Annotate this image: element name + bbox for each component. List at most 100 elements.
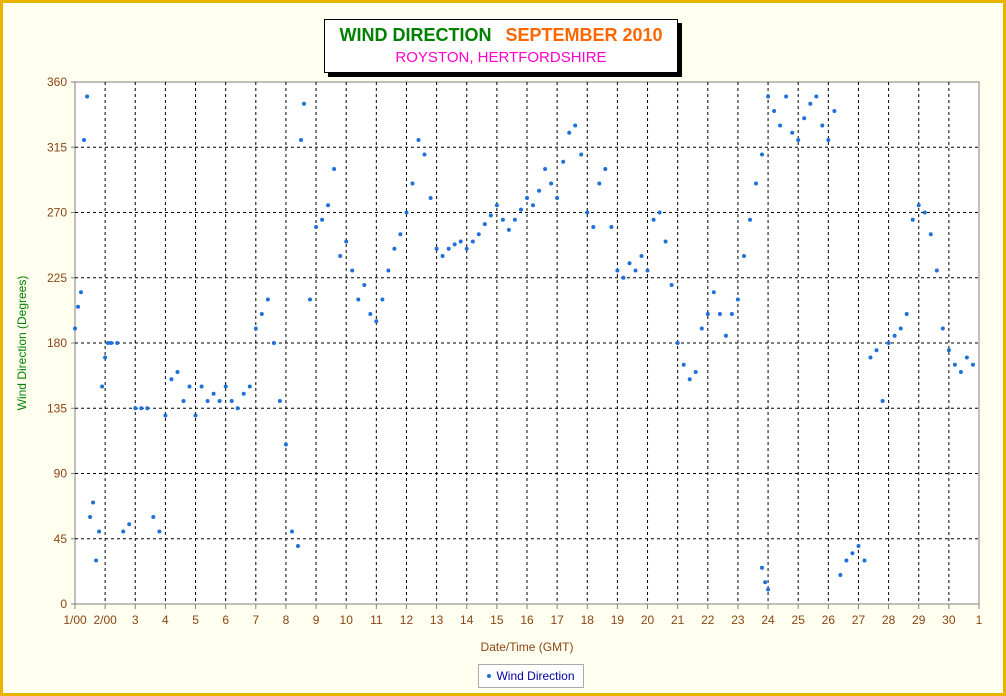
- x-tick-label: 9: [313, 613, 320, 627]
- data-point: [350, 268, 355, 273]
- data-point: [802, 116, 807, 121]
- data-point: [76, 304, 80, 309]
- data-point: [543, 167, 548, 171]
- chart-legend: Wind Direction: [478, 664, 584, 688]
- data-point: [639, 254, 644, 258]
- chart-title-box: WIND DIRECTION SEPTEMBER 2010 ROYSTON, HE…: [324, 19, 678, 73]
- y-tick-label: 90: [54, 467, 68, 481]
- data-point: [82, 138, 86, 142]
- data-point: [211, 391, 216, 396]
- data-point: [591, 225, 596, 229]
- data-point: [609, 225, 614, 229]
- data-point: [344, 239, 349, 244]
- data-point: [874, 348, 879, 353]
- data-point: [277, 399, 282, 403]
- data-point: [446, 246, 451, 251]
- data-point: [910, 217, 915, 222]
- data-point: [778, 123, 783, 128]
- x-tick-label: 25: [792, 613, 806, 627]
- chart-title: WIND DIRECTION: [339, 25, 492, 45]
- data-point: [838, 573, 843, 577]
- data-point: [452, 242, 457, 247]
- data-point: [597, 181, 602, 186]
- data-point: [440, 254, 445, 258]
- data-point: [247, 384, 252, 389]
- data-point: [404, 210, 409, 215]
- data-point: [561, 159, 566, 164]
- data-point: [573, 123, 578, 128]
- data-point: [229, 399, 234, 403]
- data-point: [470, 239, 475, 244]
- data-point: [94, 558, 99, 563]
- data-point: [832, 109, 837, 113]
- data-point: [754, 181, 758, 186]
- data-point: [880, 399, 885, 403]
- data-point: [763, 580, 768, 585]
- data-point: [115, 341, 120, 345]
- chart-title-line: WIND DIRECTION SEPTEMBER 2010: [325, 25, 677, 46]
- y-tick-label: 45: [54, 532, 68, 546]
- legend-label: Wind Direction: [496, 669, 575, 683]
- data-point: [904, 312, 909, 316]
- data-point: [971, 362, 975, 367]
- data-point: [952, 362, 957, 367]
- data-point: [748, 217, 752, 222]
- data-point: [886, 341, 891, 345]
- data-point: [368, 312, 373, 316]
- x-tick-label: 2/00: [93, 613, 117, 627]
- data-point: [808, 101, 813, 106]
- data-point: [844, 558, 849, 563]
- data-point: [579, 152, 584, 157]
- data-point: [157, 529, 162, 534]
- x-tick-label: 18: [581, 613, 595, 627]
- x-tick-label: 17: [550, 613, 564, 627]
- data-point: [735, 297, 740, 302]
- data-point: [567, 130, 572, 135]
- data-point: [549, 181, 554, 186]
- x-tick-label: 28: [882, 613, 896, 627]
- x-tick-label: 21: [671, 613, 685, 627]
- data-point: [742, 254, 746, 258]
- data-point: [760, 152, 764, 157]
- data-point: [766, 94, 771, 99]
- data-point: [422, 152, 427, 157]
- data-point: [651, 217, 656, 222]
- data-point: [681, 362, 686, 367]
- x-tick-label: 30: [942, 613, 956, 627]
- x-tick-label: 14: [460, 613, 474, 627]
- data-point: [585, 210, 590, 215]
- data-point: [958, 370, 963, 374]
- data-point: [356, 297, 361, 302]
- data-point: [946, 348, 951, 353]
- data-point: [784, 94, 789, 99]
- data-point: [106, 341, 111, 345]
- data-point: [193, 413, 198, 418]
- data-point: [814, 94, 819, 99]
- chart-title-month: SEPTEMBER 2010: [505, 25, 663, 45]
- data-point: [856, 544, 861, 548]
- y-tick-label: 270: [47, 206, 67, 220]
- data-point: [133, 406, 138, 411]
- data-point: [386, 268, 391, 273]
- data-point: [434, 246, 439, 251]
- data-point: [199, 384, 204, 389]
- x-tick-label: 1/00: [63, 613, 87, 627]
- data-point: [91, 500, 96, 505]
- data-point: [705, 312, 710, 316]
- data-point: [88, 515, 93, 519]
- data-point: [500, 217, 505, 222]
- data-point: [482, 222, 487, 227]
- data-point: [699, 326, 704, 331]
- data-point: [717, 312, 722, 316]
- data-point: [85, 94, 90, 99]
- x-tick-label: 1: [976, 613, 983, 627]
- data-point: [283, 442, 288, 447]
- data-point: [362, 283, 367, 287]
- data-point: [121, 529, 126, 534]
- data-point: [519, 207, 523, 212]
- data-point: [928, 232, 933, 237]
- x-tick-label: 26: [822, 613, 836, 627]
- data-point: [109, 341, 114, 345]
- x-tick-label: 27: [852, 613, 866, 627]
- data-point: [271, 341, 276, 345]
